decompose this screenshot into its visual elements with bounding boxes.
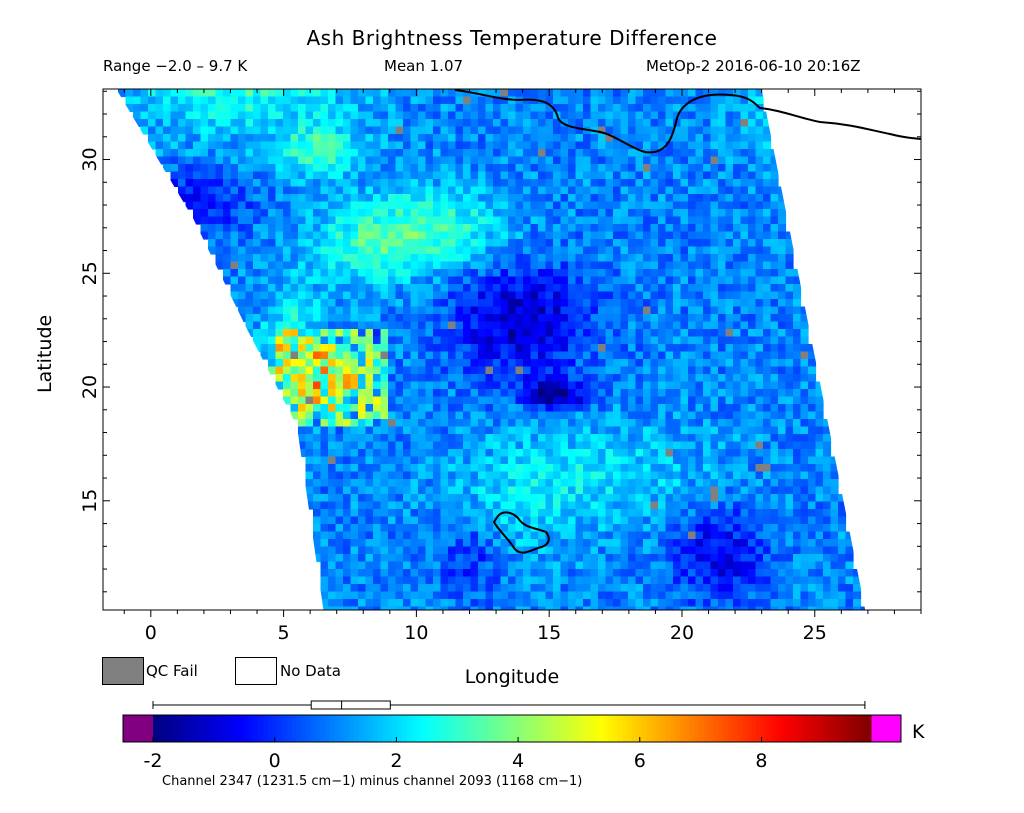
qc-fail-label: QC Fail	[146, 662, 198, 680]
y-tick-label: 25	[79, 261, 101, 285]
lake-outline	[492, 511, 550, 554]
y-axis: 15 20 25 30	[79, 90, 921, 593]
footnote: Channel 2347 (1231.5 cm−1) minus channel…	[162, 774, 583, 789]
country-borders	[454, 89, 921, 554]
y-tick-label: 30	[79, 147, 101, 171]
x-axis-label: Longitude	[464, 666, 560, 688]
satellite-time-text: MetOp-2 2016-06-10 20:16Z	[646, 57, 861, 75]
x-tick-label: 15	[537, 622, 561, 644]
chart-title: Ash Brightness Temperature Difference	[306, 26, 718, 50]
x-tick-label: 5	[278, 622, 290, 644]
x-tick-label: 0	[145, 622, 157, 644]
no-data-left	[103, 89, 324, 610]
x-tick-label: 20	[670, 622, 694, 644]
qc-fail-swatch	[102, 657, 144, 685]
mean-text: Mean 1.07	[384, 57, 464, 75]
range-text: Range −2.0 – 9.7 K	[103, 57, 248, 75]
x-axis: 0 5 10 15 20 25	[123, 89, 922, 644]
plot-frame	[102, 88, 922, 611]
swath-data	[103, 89, 921, 610]
no-data-swatch	[235, 657, 277, 685]
colorbar-unit: K	[912, 721, 925, 743]
x-tick-label: 25	[803, 622, 827, 644]
coastline	[454, 89, 921, 154]
x-tick-label: 10	[404, 622, 428, 644]
y-axis-label: Latitude	[34, 314, 56, 393]
no-data-label: No Data	[280, 662, 341, 680]
y-tick-label: 15	[79, 489, 101, 513]
y-tick-label: 20	[79, 375, 101, 399]
no-data-right	[761, 89, 921, 610]
